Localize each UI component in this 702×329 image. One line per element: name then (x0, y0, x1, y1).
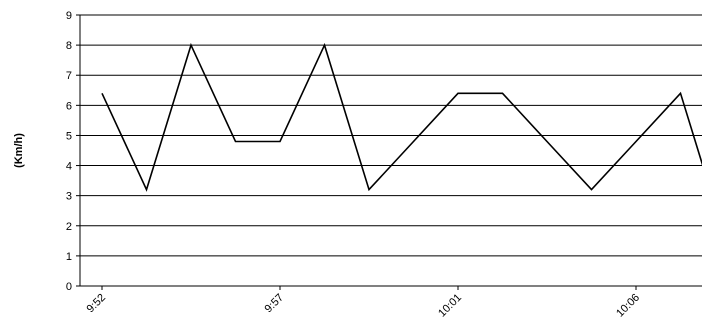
gridlines (76, 14, 702, 287)
y-tick-labels: 0 1 2 3 4 5 6 7 8 9 (66, 10, 72, 293)
x-tick-labels: 9:52 9:57 10:01 10:06 (84, 286, 642, 320)
y-tick-label: 8 (66, 40, 72, 52)
y-tick-label: 9 (66, 10, 72, 22)
y-tick-label: 3 (66, 191, 72, 203)
y-tick-label: 5 (66, 130, 72, 142)
y-tick-label: 2 (66, 221, 72, 233)
x-tick-label: 9:57 (262, 292, 286, 316)
y-tick-label: 1 (66, 251, 72, 263)
x-tick-label: 9:52 (84, 292, 108, 316)
y-tick-label: 0 (66, 281, 72, 293)
series-line (101, 42, 702, 192)
y-tick-label: 6 (66, 100, 72, 112)
x-tick-label: 10:06 (614, 292, 642, 320)
y-tick-label: 4 (66, 161, 72, 173)
x-tick-label: 10:01 (436, 292, 464, 320)
y-tick-label: 7 (66, 70, 72, 82)
y-axis-title: (Km/h) (13, 133, 25, 168)
axes (79, 15, 702, 287)
series-layer (101, 42, 702, 192)
